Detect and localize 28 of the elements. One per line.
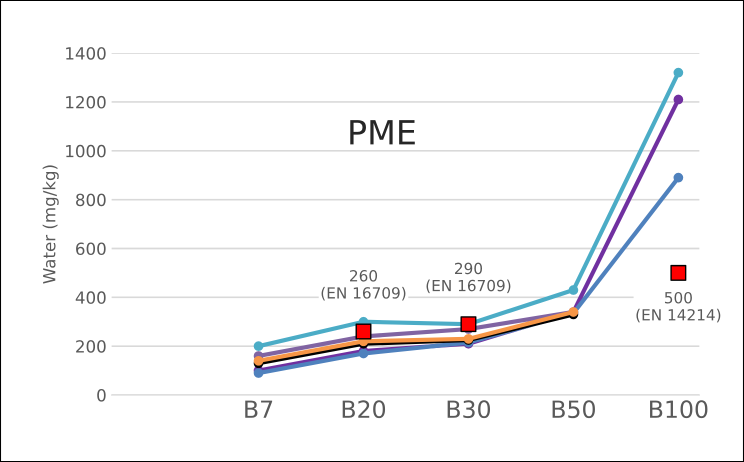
y-tick-label: 600 xyxy=(76,242,106,256)
text: PME xyxy=(350,120,415,144)
y-tick-label: 400 xyxy=(76,291,106,304)
x-tick-label: B20 xyxy=(342,400,386,418)
point xyxy=(356,324,372,340)
x-tick-label: B7 xyxy=(245,400,272,418)
point xyxy=(674,94,684,104)
y-axis-title: Water (mg/kg) xyxy=(42,165,59,284)
y-tick-label: 0 xyxy=(97,388,106,402)
y-tick-label: 1400 xyxy=(66,47,106,60)
point xyxy=(254,341,264,352)
data-label: 500 (EN 14214) xyxy=(636,292,720,322)
point xyxy=(674,172,684,183)
point xyxy=(674,68,684,78)
point xyxy=(670,264,686,281)
y-tick-label: 1000 xyxy=(66,144,106,158)
x-tick-label: B100 xyxy=(650,400,708,418)
x-tick-label: B50 xyxy=(552,400,595,418)
data-label: 290 (EN 16709) xyxy=(426,262,510,294)
y-tick-label: 800 xyxy=(76,194,106,206)
y-tick-label: 1200 xyxy=(66,96,106,109)
y-tick-label: 200 xyxy=(76,340,106,353)
data-label: 260 (EN 16709) xyxy=(322,270,406,300)
point xyxy=(358,348,368,358)
point xyxy=(254,368,264,378)
point xyxy=(254,356,264,366)
point xyxy=(568,285,578,295)
x-tick-label: B30 xyxy=(448,400,490,418)
